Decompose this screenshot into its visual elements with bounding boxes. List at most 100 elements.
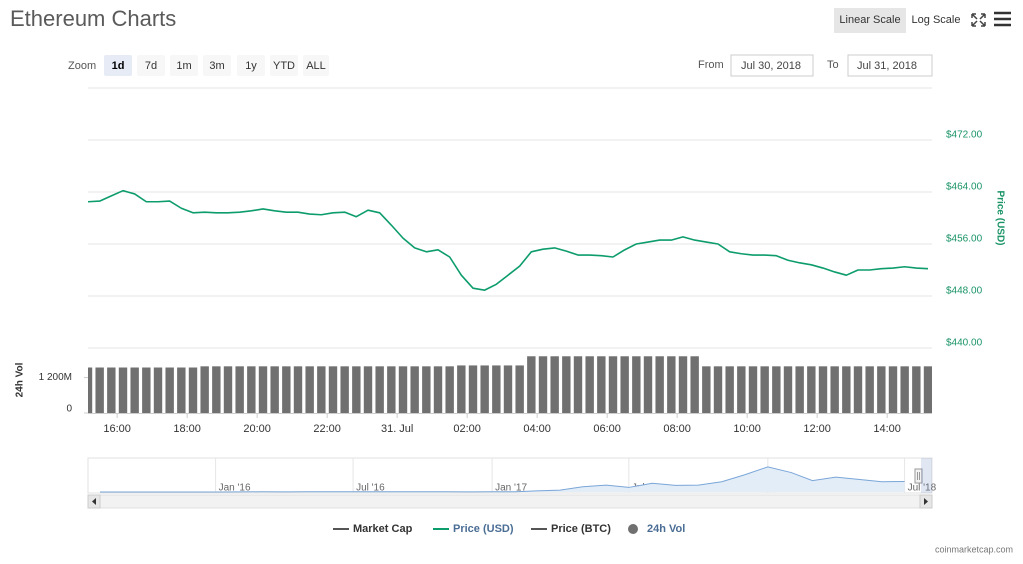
zoom-button-label: 3m (209, 60, 224, 72)
volume-bar (95, 367, 104, 413)
volume-bar (118, 367, 128, 413)
volume-bar (865, 366, 874, 413)
volume-bar (188, 367, 198, 413)
volume-bar (88, 367, 93, 413)
x-tick-label: 14:00 (873, 423, 901, 435)
x-tick-label: 18:00 (173, 423, 201, 435)
volume-bar (877, 366, 886, 413)
volume-bar (562, 356, 571, 413)
page-title: Ethereum Charts (10, 6, 176, 31)
volume-bar (468, 365, 478, 413)
y2-axis-title: 24h Vol (15, 362, 26, 397)
volume-bar (620, 356, 629, 413)
volume-bar (748, 366, 758, 413)
from-label: From (698, 59, 724, 71)
navigator-line (99, 466, 905, 493)
navigator-mask (921, 458, 932, 493)
navigator-tick-label: Jul '16 (356, 483, 385, 494)
volume-bar (888, 366, 898, 413)
zoom-button[interactable] (203, 55, 231, 76)
volume-bar (200, 366, 209, 413)
legend-label[interactable]: 24h Vol (647, 523, 685, 535)
volume-bar (363, 366, 373, 413)
volume-bar (270, 366, 279, 413)
volume-bar (282, 366, 291, 413)
fullscreen-icon[interactable] (971, 13, 986, 27)
zoom-button[interactable] (170, 55, 198, 76)
volume-bar (422, 366, 431, 413)
navigator-tick-label: Jan '17 (495, 483, 527, 494)
volume-bar (410, 366, 419, 413)
zoom-button[interactable] (237, 55, 265, 76)
scale-button[interactable] (834, 8, 906, 33)
zoom-button[interactable] (104, 55, 132, 76)
credit: coinmarketcap.com (935, 544, 1013, 554)
volume-bar (538, 356, 548, 413)
volume-bar (293, 366, 303, 413)
y-tick-label: $456.00 (946, 234, 983, 245)
volume-bar (760, 366, 769, 413)
volume-bar (165, 367, 174, 413)
menu-icon[interactable] (994, 11, 1011, 27)
volume-bar (258, 366, 268, 413)
legend-label[interactable]: Price (USD) (453, 523, 514, 535)
scrollbar[interactable] (87, 494, 933, 509)
volume-bar (807, 366, 816, 413)
volume-bar (480, 365, 489, 413)
volume-bar (667, 356, 676, 413)
volume-bar (585, 356, 594, 413)
zoom-button[interactable] (137, 55, 165, 76)
volume-bar (352, 366, 361, 413)
legend-label[interactable]: Price (BTC) (551, 523, 611, 535)
zoom-button-label: 1y (245, 60, 257, 72)
volume-bar (515, 365, 524, 413)
y-tick-label: $440.00 (946, 338, 983, 349)
navigator-area (100, 466, 905, 492)
volume-bar (900, 366, 909, 413)
y-tick-label: $448.00 (946, 286, 983, 297)
volume-bar (527, 356, 536, 413)
volume-bar (107, 367, 116, 413)
volume-bar (387, 366, 396, 413)
scale-button[interactable] (907, 8, 965, 33)
volume-bar (223, 366, 233, 413)
volume-bar (853, 366, 863, 413)
volume-bar (690, 356, 699, 413)
x-tick-label: 06:00 (593, 423, 621, 435)
volume-bar (317, 366, 326, 413)
volume-bar (142, 367, 151, 413)
legend-label[interactable]: Market Cap (353, 523, 413, 535)
volume-bar (772, 366, 781, 413)
volume-bar (492, 365, 501, 413)
y-tick-label: $464.00 (946, 182, 983, 193)
volume-bar (725, 366, 734, 413)
zoom-button-label: 1m (176, 60, 191, 72)
to-input[interactable] (847, 54, 933, 77)
volume-bar (795, 366, 804, 413)
volume-bar (912, 366, 921, 413)
y2-tick-label: 1 200M (39, 372, 72, 383)
navigator-handle[interactable] (914, 468, 923, 484)
volume-bar (830, 366, 839, 413)
from-input[interactable] (730, 54, 814, 77)
volume-bar (247, 366, 256, 413)
legend-symbol (628, 524, 638, 534)
x-tick-label: 02:00 (453, 423, 481, 435)
zoom-button[interactable] (303, 55, 329, 76)
scale-button-label: Linear Scale (839, 14, 900, 26)
volume-bar (445, 366, 454, 413)
volume-bar (328, 366, 338, 413)
zoom-button-label: ALL (306, 60, 326, 72)
zoom-button-label: YTD (273, 60, 295, 72)
volume-bar (305, 366, 314, 413)
volume-bar (842, 366, 851, 413)
x-tick-label: 08:00 (663, 423, 691, 435)
volume-bar (235, 366, 244, 413)
volume-bar (608, 356, 618, 413)
volume-bar (153, 367, 163, 413)
volume-bar (597, 356, 606, 413)
scale-button-label: Log Scale (912, 14, 961, 26)
zoom-button[interactable] (270, 55, 298, 76)
navigator-tick-label: Jul '18 (908, 483, 937, 494)
